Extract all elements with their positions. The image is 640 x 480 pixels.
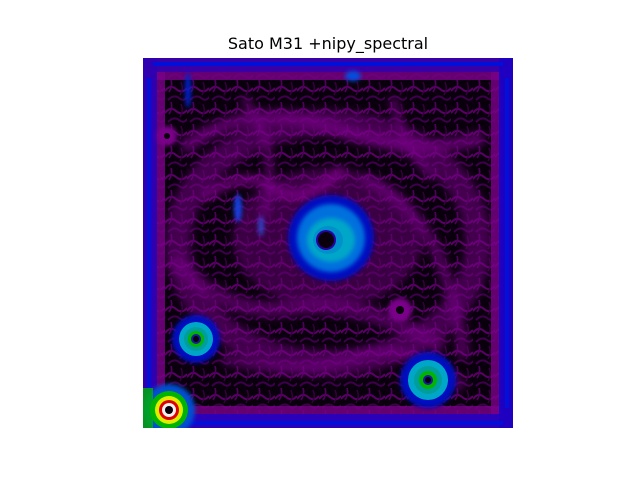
small-object-top-left [157, 126, 177, 146]
star-right [400, 352, 456, 408]
figure-title: Sato M31 +nipy_spectral [227, 34, 429, 53]
image-border [143, 58, 513, 428]
central-core [288, 195, 374, 281]
small-object-right [388, 298, 412, 322]
star-bottom-left [143, 384, 195, 428]
filtered-galaxy-image [143, 58, 513, 428]
star-left [172, 315, 220, 363]
blue-streaks [185, 71, 361, 236]
image-panel [143, 58, 513, 428]
